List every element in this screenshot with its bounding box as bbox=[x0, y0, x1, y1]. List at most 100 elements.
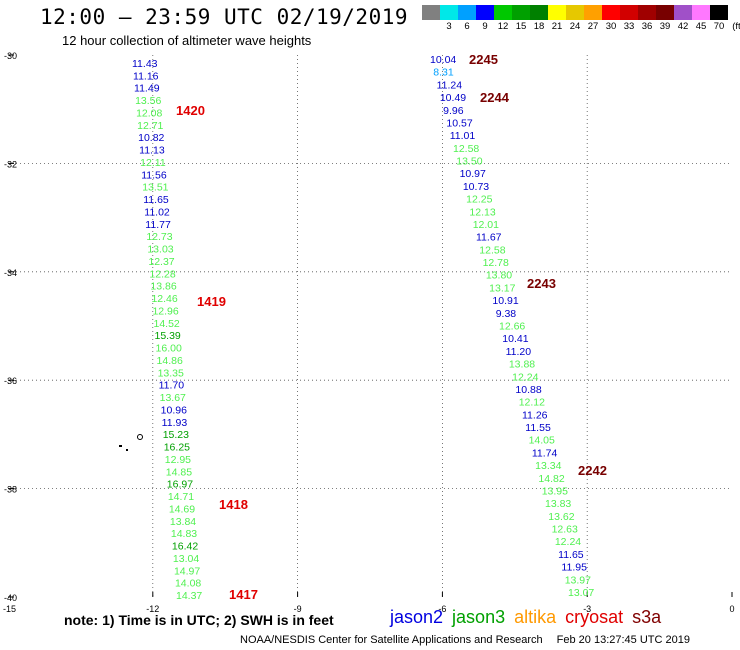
wave-height-value: 16.00 bbox=[156, 343, 182, 355]
satellite-legend-item: cryosat bbox=[565, 607, 624, 627]
color-scale-label: 33 bbox=[623, 21, 635, 32]
wave-height-value: 11.24 bbox=[437, 79, 463, 91]
wave-height-value: 13.04 bbox=[173, 553, 199, 565]
wave-height-value: 10.49 bbox=[440, 92, 466, 104]
wave-height-value: 14.37 bbox=[176, 590, 202, 602]
wave-height-value: 13.84 bbox=[170, 516, 196, 528]
color-swatch bbox=[710, 5, 728, 20]
wave-height-value: 12.12 bbox=[519, 397, 545, 409]
color-scale-label: 24 bbox=[569, 21, 581, 32]
wave-height-value: 12.24 bbox=[512, 371, 538, 383]
credit-text: NOAA/NESDIS Center for Satellite Applica… bbox=[240, 634, 543, 646]
wave-height-value: 12.63 bbox=[552, 524, 578, 536]
wave-height-value: 13.97 bbox=[565, 574, 591, 586]
pass-time-label: 1417 bbox=[229, 587, 258, 602]
wave-height-value: 14.85 bbox=[166, 466, 192, 478]
wave-height-value: 9.96 bbox=[443, 105, 464, 117]
pass-time-label: 2244 bbox=[480, 90, 510, 105]
wave-height-value: 12.46 bbox=[151, 293, 177, 305]
color-swatch bbox=[620, 5, 638, 20]
map-title: 12:00 – 23:59 UTC 02/19/2019 bbox=[40, 5, 409, 29]
color-swatch bbox=[584, 5, 602, 20]
pass-time-label: 2245 bbox=[469, 52, 498, 67]
wave-height-value: 12.71 bbox=[137, 120, 163, 132]
wave-height-value: 14.82 bbox=[538, 473, 564, 485]
wave-height-value: 11.65 bbox=[143, 194, 169, 206]
wave-height-value: 13.34 bbox=[535, 460, 561, 472]
wave-height-value: 11.95 bbox=[561, 562, 587, 574]
satellite-legend-item: altika bbox=[514, 607, 557, 627]
wave-height-value: 12.78 bbox=[483, 257, 509, 269]
color-scale-label: 12 bbox=[497, 21, 509, 32]
wave-height-value: 12.37 bbox=[148, 256, 174, 268]
wave-height-value: 13.56 bbox=[135, 95, 161, 107]
color-scale-label: 15 bbox=[515, 21, 527, 32]
wave-height-value: 9.38 bbox=[496, 308, 517, 320]
satellite-legend-item: s3a bbox=[632, 607, 662, 627]
altimeter-tracks: 11.4311.1611.4913.5612.0812.7110.8211.13… bbox=[132, 54, 594, 602]
latitude-label: -34 bbox=[4, 268, 17, 278]
wave-height-value: 14.08 bbox=[175, 578, 201, 590]
color-scale-label: 6 bbox=[464, 21, 470, 32]
credit-line: NOAA/NESDIS Center for Satellite Applica… bbox=[240, 634, 690, 646]
color-swatch bbox=[512, 5, 530, 20]
pass-time-label: 2242 bbox=[578, 463, 607, 478]
wave-height-value: 12.58 bbox=[479, 244, 505, 256]
generated-timestamp: Feb 20 13:27:45 UTC 2019 bbox=[556, 634, 690, 646]
wave-height-value: 12.25 bbox=[466, 194, 492, 206]
wave-height-value: 10.88 bbox=[515, 384, 541, 396]
color-swatch bbox=[692, 5, 710, 20]
wave-height-value: 14.69 bbox=[169, 503, 195, 515]
wave-height-value: 12.08 bbox=[136, 107, 162, 119]
wave-height-value: 11.77 bbox=[145, 219, 171, 231]
wave-height-value: 12.58 bbox=[453, 143, 479, 155]
wave-height-value: 13.62 bbox=[548, 511, 574, 523]
wave-height-value: 8.31 bbox=[433, 67, 454, 79]
wave-height-value: 14.97 bbox=[174, 565, 200, 577]
wave-height-value: 11.70 bbox=[159, 380, 185, 392]
footnote: note: 1) Time is in UTC; 2) SWH is in fe… bbox=[64, 612, 334, 628]
wave-height-value: 13.17 bbox=[489, 282, 515, 294]
wave-height-value: 11.16 bbox=[133, 70, 159, 82]
map-subtitle: 12 hour collection of altimeter wave hei… bbox=[62, 33, 312, 48]
wave-height-value: 13.95 bbox=[542, 485, 568, 497]
wave-height-value: 13.88 bbox=[509, 359, 535, 371]
wave-height-value: 11.49 bbox=[134, 83, 160, 95]
wave-height-value: 12.66 bbox=[499, 321, 525, 333]
wave-height-value: 14.71 bbox=[168, 491, 194, 503]
wave-height-value: 12.11 bbox=[140, 157, 166, 169]
latitude-label: -40 bbox=[4, 593, 17, 603]
wave-height-value: 12.73 bbox=[146, 231, 172, 243]
latitude-label: -30 bbox=[4, 51, 17, 61]
wave-height-value: 12.01 bbox=[473, 219, 499, 231]
pass-time-label: 1418 bbox=[219, 497, 248, 512]
wave-height-value: 10.91 bbox=[492, 295, 518, 307]
satellite-legend: jason2 jason3 altika cryosat s3a bbox=[390, 607, 670, 628]
longitude-label: 0 bbox=[729, 604, 734, 614]
wave-height-value: 11.26 bbox=[522, 409, 548, 421]
color-swatch bbox=[530, 5, 548, 20]
wave-height-value: 10.97 bbox=[460, 168, 486, 180]
color-swatch bbox=[548, 5, 566, 20]
wave-height-value: 13.83 bbox=[545, 498, 571, 510]
color-scale-label: 18 bbox=[533, 21, 545, 32]
pass-time-label: 2243 bbox=[527, 276, 556, 291]
wave-height-value: 13.86 bbox=[150, 281, 176, 293]
wave-height-value: 10.73 bbox=[463, 181, 489, 193]
satellite-legend-item: jason2 bbox=[390, 607, 444, 627]
color-swatch bbox=[422, 5, 440, 20]
latitude-label: -38 bbox=[4, 485, 17, 495]
wave-height-value: 14.52 bbox=[153, 318, 179, 330]
wave-height-value: 11.01 bbox=[450, 130, 476, 142]
wave-height-value: 13.35 bbox=[158, 367, 184, 379]
color-swatch bbox=[566, 5, 584, 20]
color-swatch bbox=[602, 5, 620, 20]
longitude-label: -12 bbox=[146, 604, 159, 614]
color-swatch bbox=[674, 5, 692, 20]
color-scale-label: 21 bbox=[551, 21, 563, 32]
color-scale-label: 30 bbox=[605, 21, 617, 32]
wave-height-value: 12.28 bbox=[149, 268, 175, 280]
wave-height-value: 16.97 bbox=[167, 479, 193, 491]
